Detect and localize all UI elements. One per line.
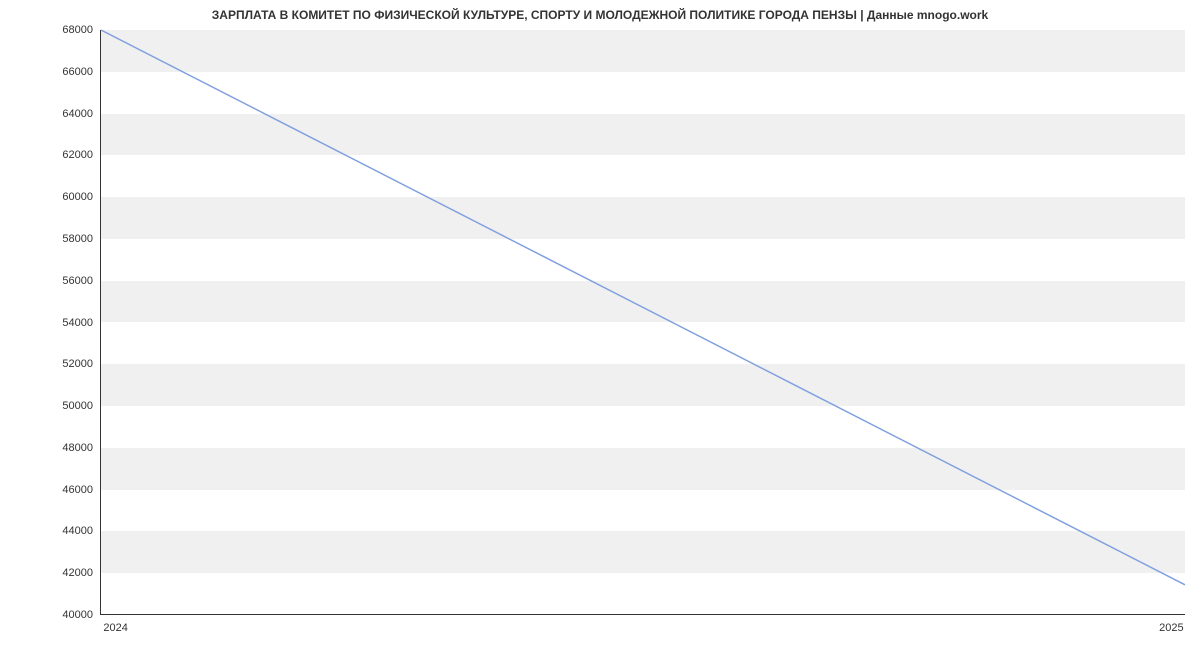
y-axis-tick-label: 48000 xyxy=(62,442,93,454)
x-axis-tick-label: 2024 xyxy=(103,622,127,634)
chart-line-svg xyxy=(101,30,1185,614)
y-axis-tick-label: 58000 xyxy=(62,233,93,245)
y-axis-tick-label: 54000 xyxy=(62,317,93,329)
y-axis-tick-label: 52000 xyxy=(62,358,93,370)
y-axis-tick-label: 44000 xyxy=(62,525,93,537)
x-axis-tick-label: 2025 xyxy=(1159,622,1183,634)
y-axis-tick-label: 68000 xyxy=(62,24,93,36)
data-line xyxy=(101,30,1185,585)
y-axis-tick-label: 56000 xyxy=(62,275,93,287)
y-axis-tick-label: 40000 xyxy=(62,609,93,621)
y-axis-tick-label: 60000 xyxy=(62,191,93,203)
y-axis-tick-label: 62000 xyxy=(62,149,93,161)
chart-title: ЗАРПЛАТА В КОМИТЕТ ПО ФИЗИЧЕСКОЙ КУЛЬТУР… xyxy=(0,8,1200,22)
y-axis-tick-label: 46000 xyxy=(62,484,93,496)
y-axis-tick-label: 66000 xyxy=(62,66,93,78)
y-axis-tick-label: 50000 xyxy=(62,400,93,412)
y-axis-tick-label: 64000 xyxy=(62,108,93,120)
y-axis-tick-label: 42000 xyxy=(62,567,93,579)
chart-container: ЗАРПЛАТА В КОМИТЕТ ПО ФИЗИЧЕСКОЙ КУЛЬТУР… xyxy=(0,0,1200,650)
plot-area: 4000042000440004600048000500005200054000… xyxy=(100,30,1185,615)
